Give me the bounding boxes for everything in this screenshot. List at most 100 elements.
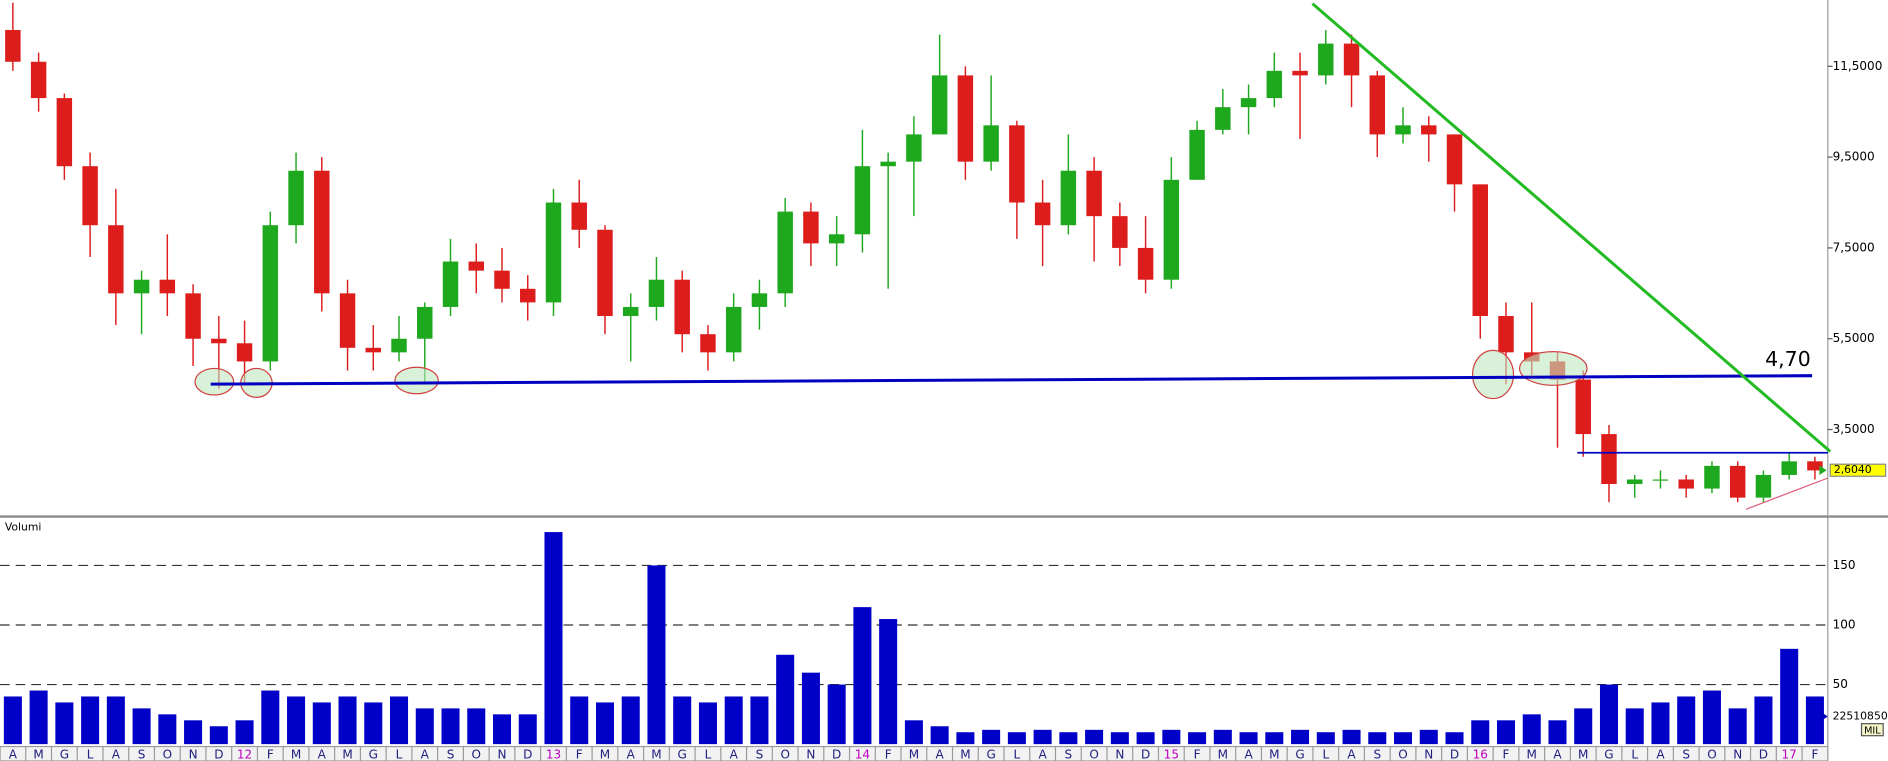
volume-bar — [158, 714, 177, 745]
volume-bar — [776, 654, 795, 745]
x-tick-label: A — [1553, 747, 1562, 761]
candle-body — [1575, 379, 1591, 435]
x-tick-label: L — [396, 747, 403, 761]
last-price-label: 2,6040 — [1834, 463, 1872, 476]
candle-body — [1112, 216, 1128, 248]
volume-bar — [1471, 720, 1490, 745]
x-tick-label: N — [1733, 747, 1742, 761]
candle-body — [854, 166, 871, 235]
x-tick-label: A — [730, 747, 739, 761]
volume-bar — [3, 696, 22, 745]
volume-bar — [312, 702, 331, 745]
volume-bar — [1574, 708, 1593, 745]
last-price-arrow — [1819, 465, 1827, 476]
x-tick-label: 13 — [546, 747, 561, 761]
candle-body — [1807, 461, 1823, 471]
volume-bar — [1728, 708, 1747, 745]
volume-bar — [1085, 729, 1104, 745]
volume-bar — [1368, 732, 1387, 745]
volume-bar — [1291, 729, 1310, 745]
volume-bar — [441, 708, 460, 745]
candle-body — [1781, 461, 1797, 475]
x-tick-label: A — [1038, 747, 1047, 761]
volume-bar — [827, 684, 846, 745]
x-tick-label: G — [1295, 747, 1304, 761]
candle-body — [828, 234, 845, 244]
volume-bar — [1522, 714, 1541, 745]
x-tick-label: S — [1065, 747, 1073, 761]
volume-bar — [1677, 696, 1696, 745]
candle-body — [1009, 125, 1025, 203]
volume-bar — [1805, 696, 1824, 745]
candle-body — [674, 279, 690, 335]
candle-body — [133, 279, 150, 294]
volume-bar — [1239, 732, 1258, 745]
volume-bar — [364, 702, 383, 745]
volume-bar — [879, 619, 898, 745]
x-tick-label: L — [87, 747, 94, 761]
x-tick-label: N — [498, 747, 507, 761]
last-volume: 22510850 — [1833, 709, 1888, 722]
x-tick-label: A — [627, 747, 636, 761]
candle-body — [1755, 474, 1772, 498]
x-tick-label: G — [678, 747, 687, 761]
x-tick-label: F — [576, 747, 583, 761]
x-tick-label: 17 — [1782, 747, 1797, 761]
volume-bar — [209, 726, 228, 745]
volume-bar — [595, 702, 614, 745]
candle-body — [648, 279, 665, 307]
x-tick-label: D — [832, 747, 841, 761]
volume-arrow — [1820, 711, 1828, 722]
x-tick-label: S — [447, 747, 455, 761]
volume-bar — [1548, 720, 1567, 745]
highlight-ellipse — [394, 366, 439, 395]
candle-body — [82, 166, 98, 226]
x-tick-label: L — [1014, 747, 1021, 761]
candle-body — [983, 125, 999, 162]
x-tick-label: A — [112, 747, 121, 761]
candle-body — [314, 170, 330, 294]
volume-bar — [1754, 696, 1773, 745]
x-tick-label: N — [189, 747, 198, 761]
x-tick-label: O — [163, 747, 172, 761]
candle-body — [391, 338, 407, 353]
volume-bar — [1780, 648, 1799, 745]
x-tick-label: A — [318, 747, 327, 761]
unit-box — [1860, 723, 1884, 737]
x-tick-label: M — [1578, 747, 1588, 761]
volume-bar — [55, 702, 74, 745]
x-tick-label: D — [523, 747, 532, 761]
rising-line — [1745, 477, 1829, 510]
x-tick-label: O — [1089, 747, 1098, 761]
candle-body — [957, 75, 974, 162]
volume-bar — [1110, 732, 1129, 745]
x-tick-label: A — [1244, 747, 1253, 761]
candle-body — [1421, 125, 1437, 135]
candle-body — [700, 334, 716, 353]
candle-body — [1601, 434, 1617, 485]
x-tick-label: O — [780, 747, 789, 761]
highlight-ellipse — [1471, 349, 1515, 400]
candle-body — [30, 61, 47, 99]
x-tick-label: L — [705, 747, 712, 761]
volume-bar — [570, 696, 589, 745]
x-tick-label: F — [1811, 747, 1818, 761]
volume-bar — [853, 607, 872, 745]
unit-label: MIL — [1864, 725, 1881, 736]
candle-body — [571, 202, 587, 230]
candle-body — [803, 211, 819, 244]
candle-body — [520, 288, 536, 303]
volume-bar — [801, 672, 820, 745]
candle-body — [1678, 479, 1694, 489]
candle-body — [108, 225, 124, 294]
volume-bar — [1162, 729, 1181, 745]
volume-bar — [1419, 729, 1438, 745]
candle-body — [1137, 247, 1154, 280]
y-tick-label: 9,5000 — [1833, 150, 1875, 164]
volume-bar — [235, 720, 254, 745]
candle-body — [159, 279, 176, 294]
candle-body — [1215, 107, 1231, 130]
candle-body — [1652, 479, 1669, 481]
